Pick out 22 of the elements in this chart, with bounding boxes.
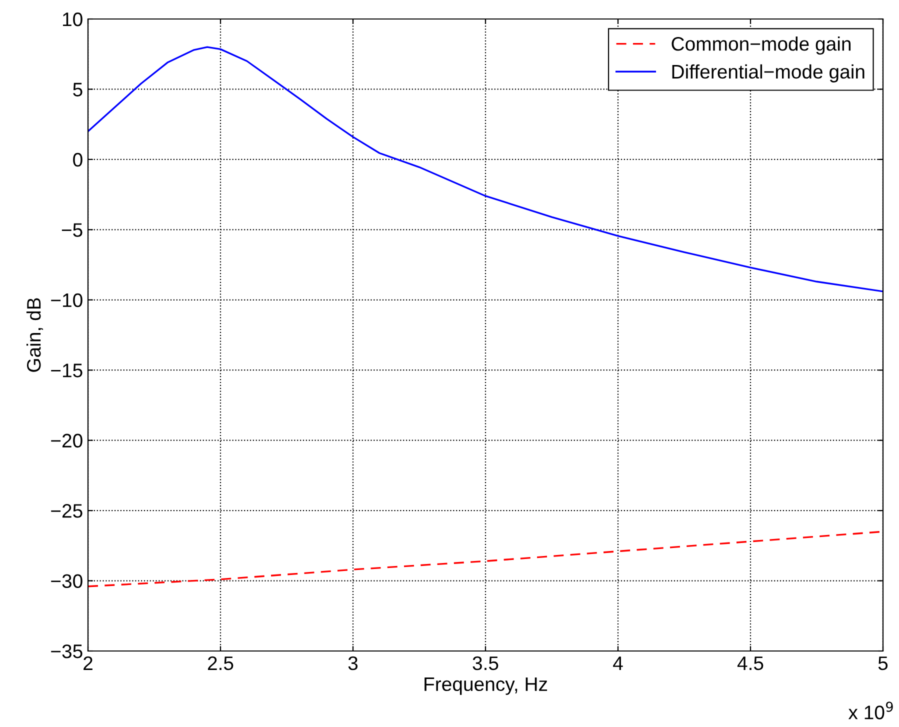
- y-tick-label: −15: [51, 364, 82, 378]
- y-tick-label: −35: [51, 644, 82, 658]
- y-tick-label: 10: [62, 12, 82, 26]
- x-tick-label: 3.5: [472, 656, 498, 670]
- x-axis-title: Frequency, Hz: [424, 677, 548, 695]
- x-tick-label: 4.5: [737, 656, 764, 670]
- y-tick-label: −20: [51, 434, 82, 448]
- y-tick-label: −10: [51, 293, 82, 308]
- x-tick-label: 4: [613, 656, 623, 670]
- x-tick-label: 5: [878, 656, 888, 670]
- y-tick-label: 0: [73, 152, 82, 167]
- y-tick-label: 5: [73, 82, 82, 96]
- x-tick-label: 2.5: [208, 656, 234, 670]
- y-tick-label: −25: [51, 504, 82, 518]
- y-axis-title: Gain, dB: [26, 298, 44, 372]
- legend-label: Differential−mode gain: [672, 64, 864, 82]
- x-tick-label: 3: [348, 656, 358, 670]
- text: x 10$^{9}$: [848, 702, 893, 720]
- x-tick-label: 2: [84, 656, 92, 670]
- legend-label: Common−mode gain: [672, 36, 851, 55]
- y-tick-label: −5: [62, 223, 82, 237]
- y-tick-label: −30: [51, 574, 82, 588]
